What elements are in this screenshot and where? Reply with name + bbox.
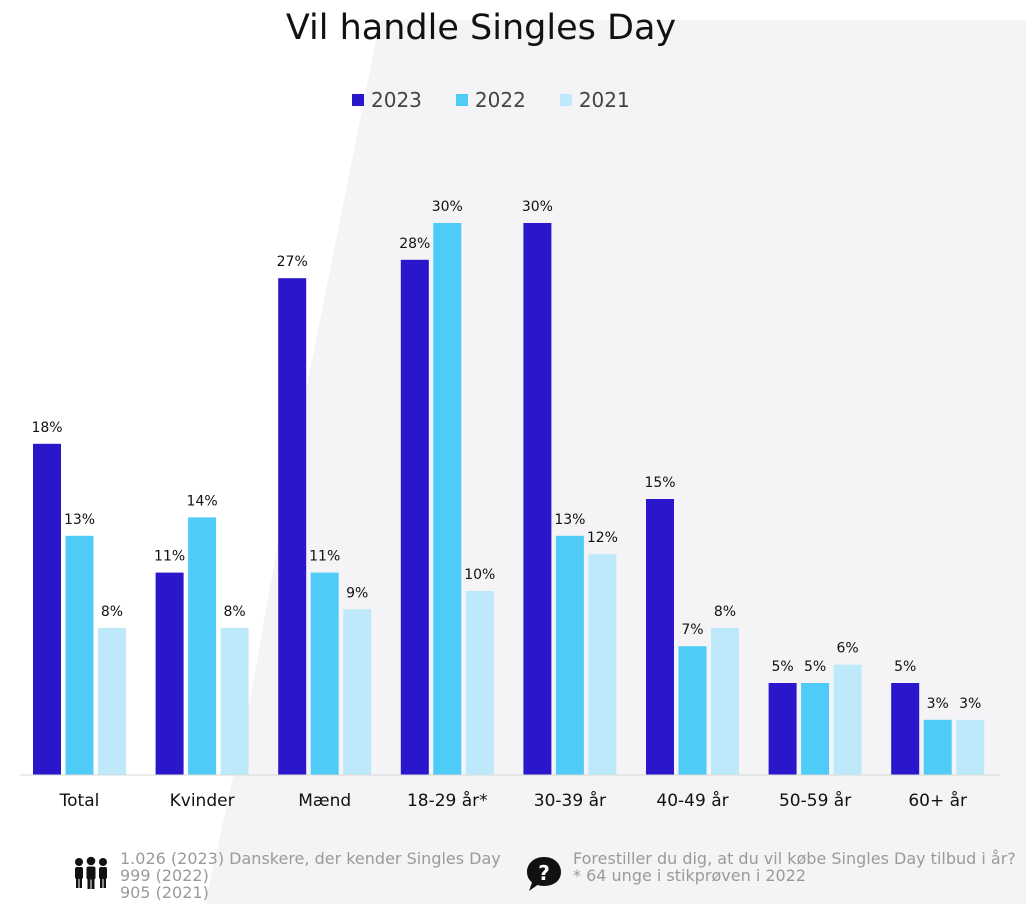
bar-2021-7: [956, 719, 985, 775]
category-label-6: 50-59 år: [779, 790, 851, 811]
legend-label-2021: 2021: [578, 88, 630, 112]
data-label-2022-3: 30%: [432, 199, 463, 215]
legend-swatch-2021: [559, 94, 572, 106]
data-label-2023-6: 5%: [771, 659, 793, 675]
footer-right-line-2: * 64 unge i stikprøven i 2022: [573, 866, 807, 885]
bar-2022-0: [65, 535, 94, 775]
bar-2021-3: [465, 591, 494, 775]
category-label-2: Mænd: [298, 791, 351, 811]
footer-question-info: Forestiller du dig, at du vil købe Singl…: [573, 850, 1016, 884]
footer-right-line-1: Forestiller du dig, at du vil købe Singl…: [573, 849, 1016, 868]
bar-2023-0: [33, 443, 61, 775]
bar-2023-4: [523, 223, 552, 775]
data-label-2021-0: 8%: [101, 604, 123, 620]
legend-item-2021: 2021: [559, 88, 630, 112]
legend-item-2023: 2023: [352, 88, 422, 112]
data-label-2021-4: 12%: [587, 530, 618, 546]
footer-sample-info: 1.026 (2023) Danskere, der kender Single…: [120, 850, 501, 901]
data-label-2022-4: 13%: [554, 512, 585, 528]
data-label-2022-0: 13%: [64, 512, 95, 528]
bar-2021-5: [711, 627, 739, 775]
footer-left-line-2: 999 (2022): [120, 866, 209, 885]
footer-left-line-3: 905 (2021): [120, 883, 209, 902]
svg-text:?: ?: [538, 861, 550, 885]
chart-title: Vil handle Singles Day: [285, 8, 677, 48]
bar-2023-7: [891, 683, 920, 775]
legend: 2023 2022 2021: [352, 88, 630, 112]
bar-2022-4: [555, 535, 584, 775]
bar-2023-6: [768, 683, 797, 775]
category-label-4: 30-39 år: [534, 790, 606, 811]
bar-2022-1: [188, 517, 217, 775]
legend-label-2023: 2023: [371, 88, 422, 112]
data-label-2021-6: 6%: [836, 641, 858, 657]
data-label-2022-5: 7%: [681, 622, 703, 638]
data-label-2022-6: 5%: [804, 659, 826, 675]
data-label-2021-5: 8%: [714, 604, 736, 620]
data-label-2021-1: 8%: [223, 604, 245, 620]
question-bubble-icon: ?: [527, 857, 561, 891]
data-label-2023-7: 5%: [894, 659, 916, 675]
data-label-2021-2: 9%: [346, 585, 368, 601]
data-label-2021-7: 3%: [959, 696, 981, 712]
data-label-2021-3: 10%: [464, 567, 495, 583]
data-label-2023-3: 28%: [399, 236, 430, 252]
bar-2021-0: [98, 627, 126, 775]
data-label-2022-2: 11%: [309, 549, 340, 565]
category-label-0: Total: [59, 791, 100, 811]
bar-2021-1: [220, 627, 249, 775]
bar-2021-6: [833, 664, 862, 775]
data-label-2023-0: 18%: [31, 420, 62, 436]
legend-label-2022: 2022: [474, 88, 526, 112]
category-label-3: 18-29 år*: [407, 790, 488, 811]
category-label-1: Kvinder: [170, 791, 235, 811]
legend-swatch-2022: [455, 94, 468, 106]
data-label-2023-2: 27%: [277, 254, 308, 270]
bar-2022-3: [433, 223, 462, 775]
data-label-2022-1: 14%: [187, 493, 218, 509]
legend-swatch-2023: [352, 94, 364, 106]
footer-left-line-1: 1.026 (2023) Danskere, der kender Single…: [120, 849, 501, 868]
bar-2022-5: [678, 646, 707, 775]
category-label-5: 40-49 år: [656, 790, 728, 811]
people-icon: [75, 856, 107, 889]
legend-item-2022: 2022: [455, 88, 526, 112]
category-label-7: 60+ år: [908, 790, 967, 811]
bar-2022-7: [923, 719, 952, 775]
data-label-2023-4: 30%: [522, 199, 553, 215]
data-label-2023-5: 15%: [644, 475, 675, 491]
bar-2023-3: [400, 259, 429, 775]
data-label-2023-1: 11%: [154, 549, 185, 565]
data-label-2022-7: 3%: [927, 696, 949, 712]
bar-2023-1: [155, 572, 184, 775]
bar-2022-2: [310, 572, 339, 775]
bar-2023-2: [278, 278, 307, 775]
bar-2021-4: [588, 554, 617, 775]
bar-2023-5: [646, 499, 674, 775]
bar-2022-6: [801, 683, 830, 775]
bar-2021-2: [343, 609, 372, 775]
